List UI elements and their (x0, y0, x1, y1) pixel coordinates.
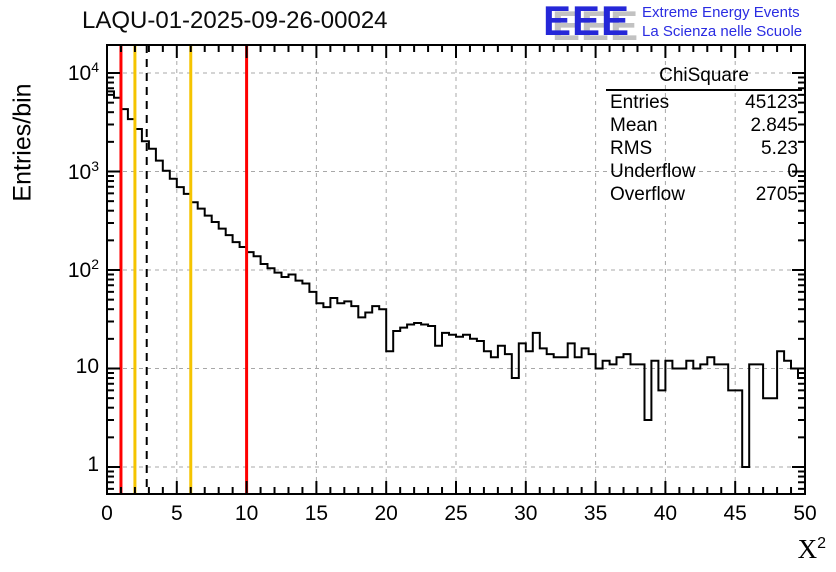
stats-value: 2705 (755, 184, 798, 205)
x-tick-label-0: 0 (101, 502, 113, 525)
stats-row-entries: Entries 45123 (606, 91, 802, 114)
histogram-step-line (106, 90, 806, 494)
stats-value: 0 (787, 161, 798, 182)
stats-row-rms: RMS 5.23 (606, 137, 802, 160)
x-tick-label-5: 5 (170, 502, 183, 525)
stats-row-underflow: Underflow 0 (606, 160, 802, 183)
x-tick-label-45: 45 (723, 502, 747, 525)
x-tick-label-25: 25 (444, 502, 468, 525)
stats-label: Entries (610, 92, 670, 113)
x-tick-label-10: 10 (234, 502, 259, 525)
stats-value: 5.23 (761, 138, 798, 159)
stats-label: Mean (610, 115, 658, 136)
stats-label: Underflow (610, 161, 696, 182)
plot-title: LAQU-01-2025-09-26-00024 (82, 7, 388, 34)
y-tick-label-1e1: 10 (75, 354, 99, 378)
x-axis-title: X2 (764, 534, 826, 565)
x-tick-label-40: 40 (653, 502, 678, 525)
stats-box-title: ChiSquare (606, 65, 802, 91)
y-tick-exponent: 2 (91, 256, 99, 272)
stats-value: 2.845 (750, 115, 798, 136)
stats-row-overflow: Overflow 2705 (606, 183, 802, 206)
eee-logo: EEE Extreme Energy Events La Scienza nelle… (543, 0, 802, 44)
x-axis-title-base: X (797, 534, 818, 564)
stats-row-mean: Mean 2.845 (606, 114, 802, 137)
x-axis-title-exponent: 2 (817, 535, 826, 552)
eee-logo-line1: Extreme Energy Events (642, 4, 800, 21)
stats-label: Overflow (610, 184, 685, 205)
y-tick-label-1e0: 1 (87, 453, 99, 476)
stats-value: 45123 (745, 92, 798, 113)
plot-frame (106, 44, 806, 495)
eee-logo-acronym: EEE (543, 0, 631, 44)
y-tick-label-1e3: 103 (67, 157, 99, 184)
x-tick-label-15: 15 (304, 502, 329, 525)
eee-logo-tagline: Extreme Energy Events La Scienza nelle Sc… (642, 1, 802, 41)
stats-box: ChiSquare Entries 45123 Mean 2.845 RMS 5… (606, 65, 802, 206)
stats-label: RMS (610, 138, 653, 159)
eee-logo-line2: La Scienza nelle Scuole (642, 23, 803, 40)
x-tick-label-20: 20 (374, 502, 398, 525)
x-tick-label-30: 30 (514, 502, 538, 525)
y-tick-label-1e4: 104 (67, 59, 99, 85)
y-tick-label-1e2: 102 (67, 256, 99, 282)
x-tick-label-35: 35 (583, 502, 608, 525)
y-tick-exponent: 3 (91, 157, 99, 174)
y-tick-exponent: 4 (91, 59, 99, 75)
x-tick-label-50: 50 (793, 502, 817, 525)
